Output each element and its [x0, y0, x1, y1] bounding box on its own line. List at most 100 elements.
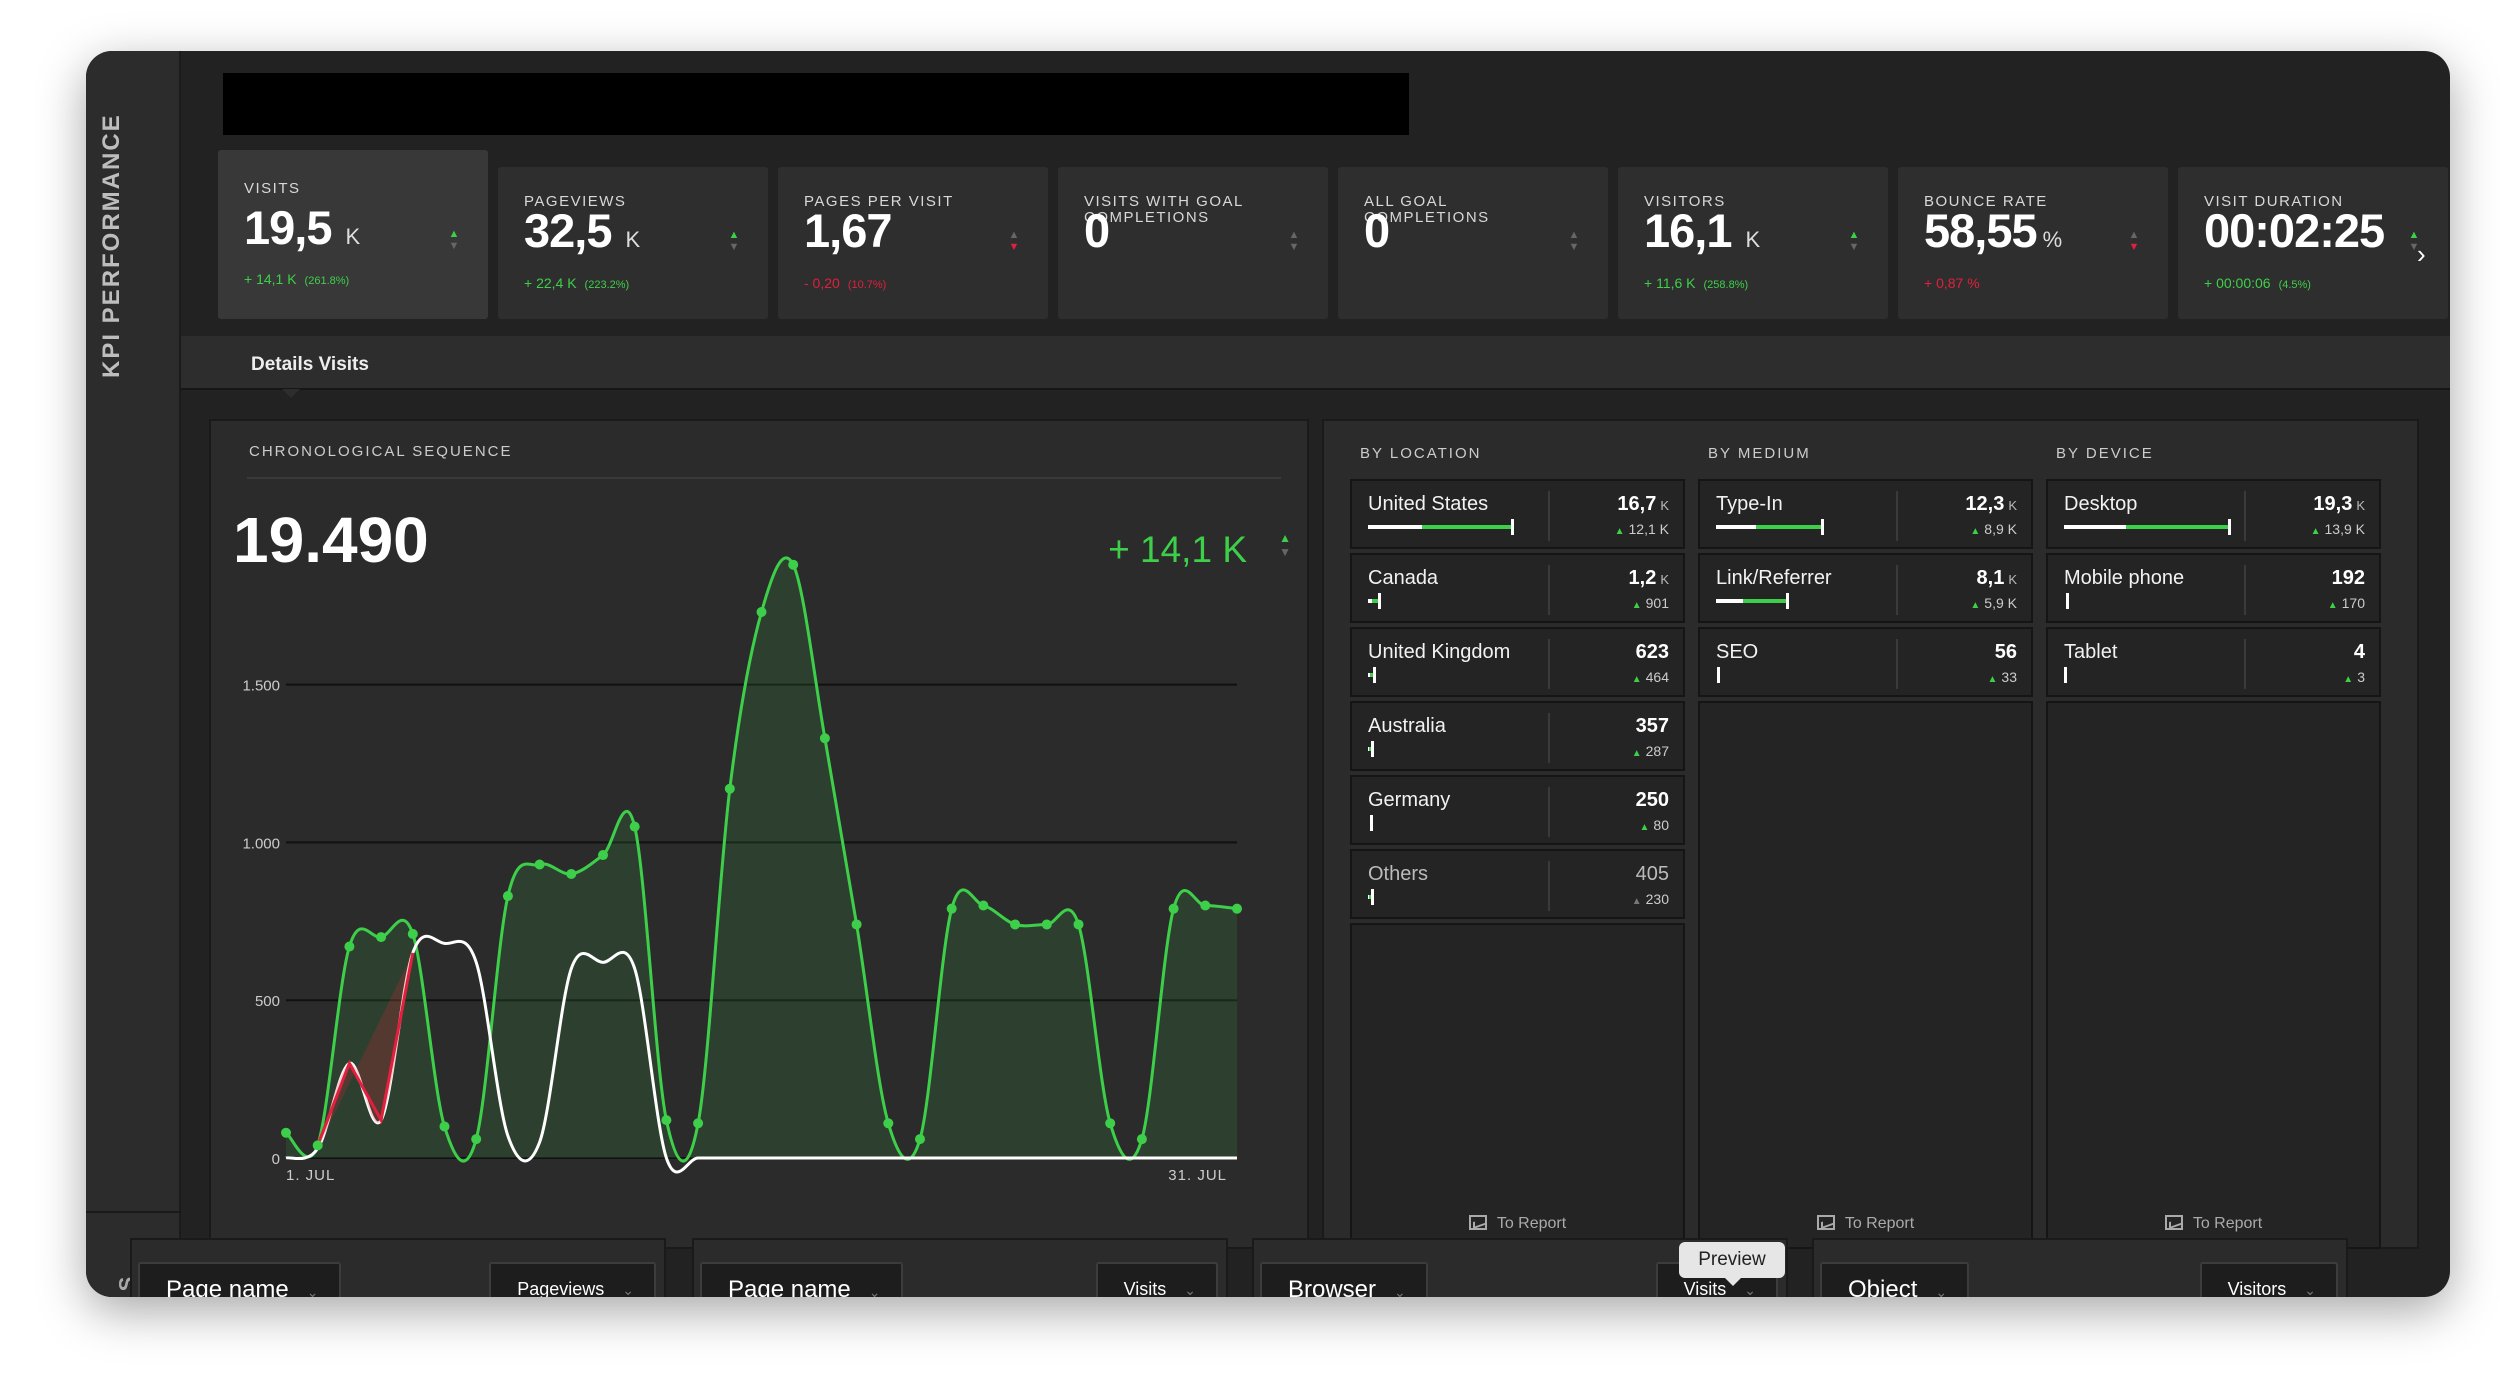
data-point [946, 903, 957, 914]
arrow-up-icon: ▲ [2128, 229, 2140, 241]
card-value: 623 [1636, 641, 1669, 664]
share-bar [1368, 741, 1374, 757]
card-delta-value: 5,9 K [1984, 595, 2017, 611]
to-report-label: To Report [2192, 1215, 2263, 1232]
to-report-button[interactable]: To Report [1698, 1215, 2033, 1233]
kpi-tile-pages-per-visit[interactable]: PAGES PER VISIT 1,67 - 0,20 (10.7%) ▲ ▼ [778, 167, 1048, 319]
data-point [1136, 1134, 1147, 1145]
breakdown-card-link-referrer[interactable]: Link/Referrer 8,1 K ▲ 5,9 K [1698, 553, 2033, 623]
metric-select[interactable]: Visitors ⌄ [2199, 1262, 2338, 1297]
card-divider [1548, 861, 1550, 911]
kpi-number: 1,67 [804, 204, 892, 257]
kpi-delta-percent: (223.2%) [584, 279, 630, 291]
kpi-number: 32,5 [524, 204, 612, 257]
chevron-down-icon: ⌄ [868, 1284, 881, 1297]
arrow-up-icon: ▲ [1568, 229, 1580, 241]
dimension-select[interactable]: Object ⌄ [1820, 1262, 1970, 1297]
card-value: 19,3 K [2313, 493, 2365, 516]
kpi-value: 16,1 K [1644, 203, 1760, 258]
kpi-label: VISIT DURATION [2204, 193, 2344, 210]
card-delta-value: 464 [1645, 669, 1669, 685]
trend-arrows-icon: ▲ ▼ [1008, 229, 1020, 253]
card-name: Others [1368, 863, 1429, 885]
share-bar-marker [1370, 815, 1373, 831]
by-medium-column: BY MEDIUM Type-In 12,3 K ▲ 8,9 K Link/Referrer… [1698, 421, 2033, 1251]
breakdown-card-united-kingdom[interactable]: United Kingdom 623 ▲ 464 [1350, 627, 1685, 697]
report-chart-icon [1468, 1215, 1487, 1230]
dimension-select[interactable]: Page name ⌄ [700, 1262, 903, 1297]
kpi-tile-visitors[interactable]: VISITORS 16,1 K + 11,6 K (258.8%) ▲ ▼ [1618, 167, 1888, 319]
metric-select[interactable]: Pageviews ⌄ [489, 1262, 656, 1297]
card-value: 250 [1636, 789, 1669, 812]
share-bar-fill [1743, 599, 1786, 603]
dimension-label: Page name [728, 1276, 851, 1297]
kpi-tile-visits-with-goal-completions[interactable]: VISITS WITH GOAL COMPLETIONS 0 ▲ ▼ [1058, 167, 1328, 319]
kpi-delta: + 0,87 % [1924, 275, 1980, 291]
card-value: 357 [1636, 715, 1669, 738]
card-divider [1548, 565, 1550, 615]
share-bar-base [1716, 525, 1756, 529]
data-point [344, 941, 355, 952]
share-bar [1368, 667, 1376, 683]
tab-details-visits[interactable]: Details Visits [251, 354, 369, 375]
y-tick-label: 1.000 [242, 835, 280, 852]
card-delta: ▲ 13,9 K [2311, 521, 2365, 537]
card-value: 56 [1995, 641, 2017, 664]
kpi-tile-visits[interactable]: VISITS 19,5 K + 14,1 K (261.8%) ▲ ▼ [218, 150, 488, 319]
kpi-label: VISITORS [1644, 193, 1726, 210]
change-value: + 14,1 K [1108, 529, 1247, 570]
data-point [471, 1134, 482, 1145]
metric-select[interactable]: Visits ⌄ [1095, 1262, 1218, 1297]
kpi-number: 58,55 [1924, 204, 2038, 257]
data-point [915, 1134, 925, 1145]
breakdown-card-others[interactable]: Others 405 ▲ 230 [1350, 849, 1685, 919]
data-point [661, 1115, 672, 1126]
arrow-up-icon: ▲ [448, 228, 460, 240]
card-delta: ▲ 8,9 K [1970, 521, 2017, 537]
column-title: BY LOCATION [1360, 445, 1482, 462]
arrow-down-icon: ▼ [1568, 241, 1580, 253]
breakdown-card-canada[interactable]: Canada 1,2 K ▲ 901 [1350, 553, 1685, 623]
breakdown-card-germany[interactable]: Germany 250 ▲ 80 [1350, 775, 1685, 845]
arrow-up-icon: ▲ [1848, 229, 1860, 241]
dimension-select[interactable]: Page name ⌄ [138, 1262, 341, 1297]
kpi-label: VISITS WITH GOAL COMPLETIONS [1084, 193, 1244, 226]
preview-tooltip: Preview [1679, 1242, 1785, 1286]
breakdown-card-seo[interactable]: SEO 56 ▲ 33 [1698, 627, 2033, 697]
kpi-number: 19,5 [244, 201, 332, 254]
divider [247, 477, 1281, 479]
dimension-label: Page name [166, 1276, 289, 1297]
kpi-delta: + 14,1 K (261.8%) [244, 271, 349, 287]
kpi-tile-pageviews[interactable]: PAGEVIEWS 32,5 K + 22,4 K (223.2%) ▲ ▼ [498, 167, 768, 319]
share-bar-marker [1511, 519, 1514, 535]
breakdown-card-australia[interactable]: Australia 357 ▲ 287 [1350, 701, 1685, 771]
dimension-label: Browser [1288, 1276, 1377, 1297]
breakdown-card-type-in[interactable]: Type-In 12,3 K ▲ 8,9 K [1698, 479, 2033, 549]
card-delta-value: 8,9 K [1984, 521, 2017, 537]
trend-arrows-icon: ▲ ▼ [1288, 229, 1300, 253]
column-empty-area [2046, 701, 2381, 1249]
share-bar-fill [1756, 525, 1821, 529]
data-point [598, 850, 608, 861]
breakdown-card-mobile-phone[interactable]: Mobile phone 192 ▲ 170 [2046, 553, 2381, 623]
card-value-number: 12,3 [1965, 493, 2005, 515]
sidebar-title[interactable]: KPI PERFORMANCE [98, 113, 125, 379]
share-bar-base [1368, 599, 1372, 603]
breakdown-card-tablet[interactable]: Tablet 4 ▲ 3 [2046, 627, 2381, 697]
breakdown-card-united-states[interactable]: United States 16,7 K ▲ 12,1 K [1350, 479, 1685, 549]
breakdown-card-desktop[interactable]: Desktop 19,3 K ▲ 13,9 K [2046, 479, 2381, 549]
kpi-unit: K [625, 227, 640, 252]
kpi-tile-bounce-rate[interactable]: BOUNCE RATE 58,55% + 0,87 % ▲ ▼ [1898, 167, 2168, 319]
kpi-tile-all-goal-completions[interactable]: ALL GOAL COMPLETIONS 0 ▲ ▼ [1338, 167, 1608, 319]
chevron-right-icon[interactable]: › [2417, 239, 2426, 269]
share-bar-base [1368, 673, 1370, 677]
card-divider [1548, 639, 1550, 689]
card-value-unit: K [2008, 498, 2017, 513]
data-point [376, 932, 387, 943]
to-report-button[interactable]: To Report [1350, 1215, 1685, 1233]
kpi-tile-visit-duration[interactable]: VISIT DURATION 00:02:25 + 00:00:06 (4.5%) ▲ ▼ [2178, 167, 2448, 319]
kpi-value: 32,5 K [524, 203, 640, 258]
dimension-select[interactable]: Browser ⌄ [1260, 1262, 1428, 1297]
to-report-button[interactable]: To Report [2046, 1215, 2381, 1233]
kpi-delta-percent: (4.5%) [2278, 279, 2311, 291]
